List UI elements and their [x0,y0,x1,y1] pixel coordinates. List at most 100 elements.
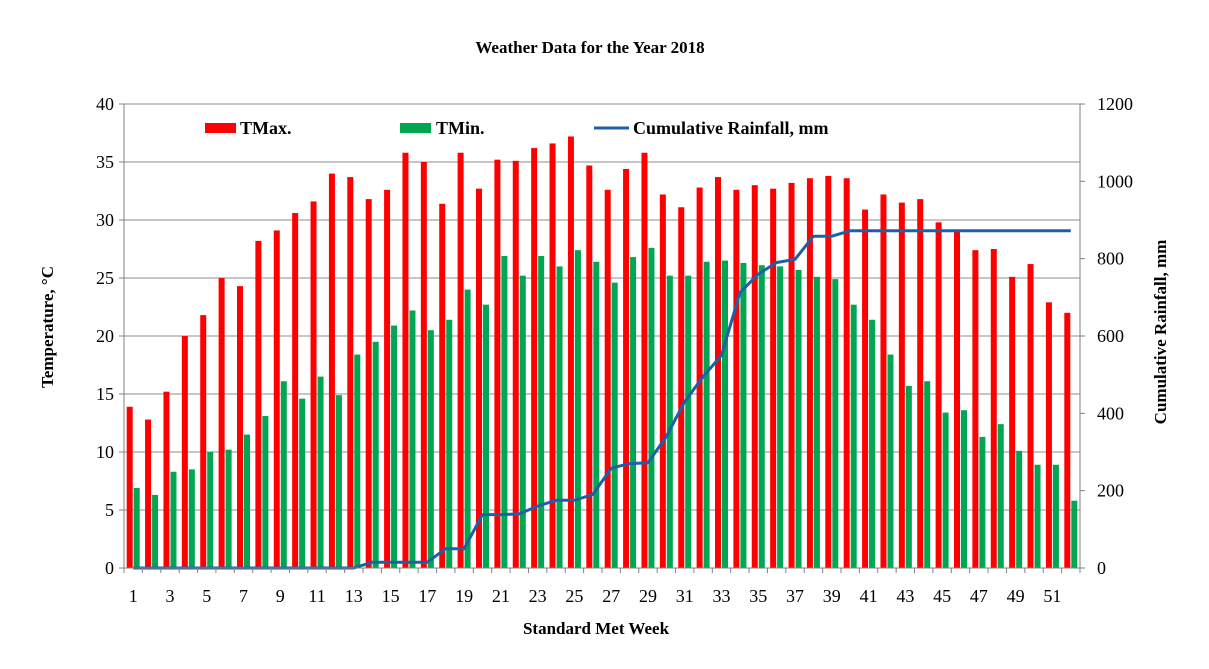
x-tick-label: 15 [382,586,400,606]
legend: TMax. TMin. Cumulative Rainfall, mm [205,118,829,138]
x-axis-title: Standard Met Week [523,619,670,638]
x-tick-label: 3 [165,586,174,606]
tmax-bar [384,189,391,568]
tmax-bar [770,188,777,568]
tmin-bar [979,436,986,568]
bar-series [126,136,1078,569]
tmax-bar [825,175,832,569]
tmax-bar [531,148,538,568]
tmin-bar [501,255,508,568]
tmin-bar [593,261,600,568]
y-tick-label: 30 [96,210,114,230]
tmin-bar [427,330,434,568]
tmin-bar [795,269,802,568]
tmax-bar [659,194,666,569]
y-tick-label: 15 [96,384,114,404]
tmin-bar [832,279,839,568]
x-tick-label: 27 [602,586,620,606]
tmin-bar [299,398,306,568]
tmax-bar [218,278,225,568]
x-tick-label: 47 [970,586,988,606]
tmin-bar [409,310,416,568]
tmin-bar [703,261,710,568]
tmin-bar [335,395,342,568]
tmin-bar [391,325,398,568]
tmin-bar [317,376,324,568]
tmin-bar [924,381,931,568]
tmax-bar [255,240,262,568]
x-tick-label: 23 [529,586,547,606]
tmin-bar [556,266,563,568]
tmin-bar [740,262,747,568]
tmax-bar [237,286,243,568]
tmin-bar [372,341,379,568]
tmin-bar [152,494,159,568]
tmax-bar [292,213,299,569]
y2-tick-label: 200 [1097,481,1124,501]
tmin-bar [538,255,545,568]
tmin-bar [758,265,765,568]
tmax-bar [862,209,869,568]
tmax-bar [990,249,997,568]
y2-tick-label: 800 [1097,249,1124,269]
tmax-bar [898,202,905,568]
tmin-bar [942,412,949,568]
legend-swatch-tmin [400,123,431,133]
y-tick-label: 0 [105,558,114,578]
y-tick-label: 10 [96,442,114,462]
tmax-bar [678,207,685,569]
x-tick-label: 1 [129,586,138,606]
y2-axis-title: Cumulative Rainfall, mm [1151,240,1170,425]
tmin-bar [887,354,894,568]
tmin-bar [464,289,471,568]
tmin-bar [1052,464,1059,568]
x-tick-label: 49 [1007,586,1025,606]
tmax-bar [751,185,758,568]
tmax-bar [365,199,372,568]
chart-title: Weather Data for the Year 2018 [475,38,704,57]
tmax-bar [586,165,593,569]
tmax-bar [972,250,979,568]
tmin-bar [519,275,526,568]
tmax-bar [604,189,611,568]
tmax-bar [917,199,924,568]
tmin-bar [1034,464,1041,568]
legend-label-tmin: TMin. [436,118,485,138]
tmin-bar [446,319,453,568]
tmax-bar [163,391,170,568]
x-tick-label: 25 [565,586,583,606]
y-tick-label: 20 [96,326,114,346]
tmin-bar [574,250,581,568]
tmin-bar [850,304,857,568]
tmax-bar [641,152,648,568]
y-axis-title: Temperature, °C [38,266,57,388]
x-tick-label: 17 [418,586,436,606]
legend-label-tmax: TMax. [240,118,292,138]
tmax-bar [420,162,427,568]
x-tick-label: 29 [639,586,657,606]
x-tick-label: 45 [933,586,951,606]
y-tick-label: 5 [105,500,114,520]
tmin-bar [262,416,269,568]
x-tick-label: 9 [276,586,285,606]
tmax-bar [439,203,446,568]
tmax-bar [880,194,887,569]
tmax-bar [494,159,501,568]
tmin-bar [207,452,214,568]
tmin-bar [961,410,967,568]
tmax-bar [457,152,464,568]
tmin-bar [354,354,361,568]
tmin-bar [869,319,876,568]
y-tick-label: 25 [96,268,114,288]
legend-label-rainfall: Cumulative Rainfall, mm [633,118,829,138]
x-tick-label: 35 [749,586,767,606]
tmin-bar [777,266,784,568]
tmin-bar [133,487,140,568]
tmax-bar [347,177,354,568]
tmax-bar [623,168,630,568]
x-tick-label: 51 [1043,586,1061,606]
x-axis-ticks: 1 3 5 7 9 11 13 15 17 19 21 23 25 27 29 31 33 35 37 39 41 43 4… [123,568,1081,606]
tmin-bar [813,276,820,568]
tmax-bar [476,188,482,568]
